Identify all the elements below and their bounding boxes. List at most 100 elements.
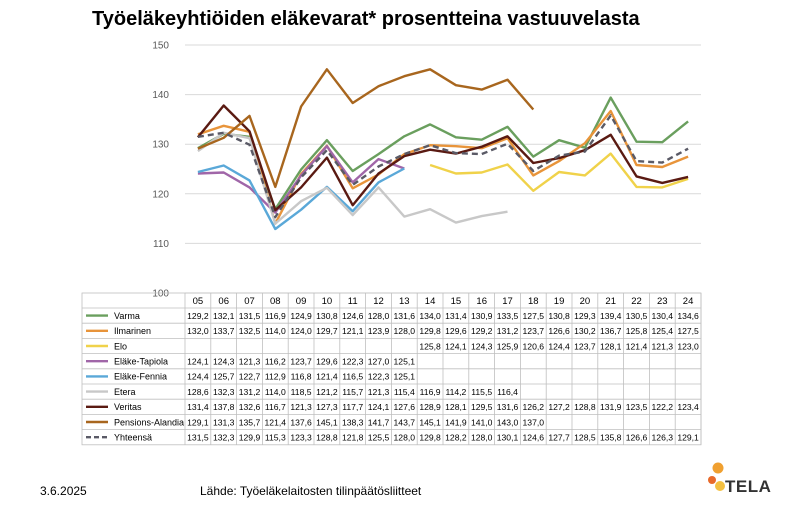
data-label: 124,4 <box>187 372 209 382</box>
logo-dot-yellow-icon <box>715 481 725 491</box>
data-label: 125,7 <box>213 372 235 382</box>
legend-label: Elo <box>114 341 127 351</box>
data-label: 129,2 <box>187 311 209 321</box>
data-label: 137,0 <box>523 417 545 427</box>
data-label: 129,8 <box>419 433 441 443</box>
data-label: 129,8 <box>419 326 441 336</box>
data-label: 143,0 <box>497 417 519 427</box>
data-label: 130,8 <box>316 311 338 321</box>
data-label: 130,5 <box>626 311 648 321</box>
data-label: 123,7 <box>574 341 596 351</box>
data-label: 115,5 <box>471 387 492 397</box>
data-label: 114,2 <box>445 387 466 397</box>
x-tick-label: 14 <box>425 296 436 307</box>
data-label: 138,3 <box>342 417 364 427</box>
data-label: 116,4 <box>497 387 518 397</box>
data-label: 128,1 <box>445 402 467 412</box>
data-label: 126,6 <box>548 326 570 336</box>
legend-label: Pensions-Alandia <box>114 417 184 427</box>
data-label: 139,4 <box>600 311 622 321</box>
data-label: 121,8 <box>342 433 364 443</box>
data-label: 127,7 <box>548 433 570 443</box>
x-tick-label: 20 <box>580 296 591 307</box>
data-label: 128,8 <box>574 402 596 412</box>
data-label: 116,8 <box>291 372 312 382</box>
x-tick-label: 15 <box>451 296 462 307</box>
data-label: 131,6 <box>497 402 519 412</box>
data-label: 114,0 <box>265 326 286 336</box>
x-tick-label: 11 <box>348 296 358 307</box>
x-tick-label: 23 <box>657 296 668 307</box>
footer-source: Lähde: Työeläkelaitosten tilinpäätösliit… <box>200 484 422 498</box>
data-label: 128,0 <box>394 326 416 336</box>
series-line-ilmarinen <box>197 109 689 225</box>
data-label: 125,9 <box>497 341 519 351</box>
data-label: 132,1 <box>213 311 235 321</box>
data-label: 125,8 <box>419 341 441 351</box>
data-label: 134,0 <box>419 311 441 321</box>
data-label: 116,2 <box>265 357 286 367</box>
x-tick-label: 08 <box>270 296 281 307</box>
data-label: 127,2 <box>548 402 570 412</box>
data-label: 121,4 <box>265 417 287 427</box>
data-label: 132,0 <box>187 326 209 336</box>
data-label: 126,2 <box>523 402 545 412</box>
data-label: 123,9 <box>368 326 390 336</box>
x-tick-label: 16 <box>476 296 487 307</box>
data-label: 135,8 <box>600 433 622 443</box>
data-label: 116,9 <box>420 387 441 397</box>
legend-label: Yhteensä <box>114 433 152 443</box>
data-label: 125,5 <box>368 433 390 443</box>
data-label: 125,1 <box>394 357 416 367</box>
data-label: 125,4 <box>652 326 674 336</box>
data-label: 130,1 <box>497 433 519 443</box>
x-tick-label: 06 <box>218 296 229 307</box>
data-label: 132,3 <box>213 433 235 443</box>
data-label: 128,2 <box>445 433 467 443</box>
data-label: 115,3 <box>265 433 286 443</box>
data-label: 126,3 <box>652 433 674 443</box>
data-label: 137,6 <box>290 417 312 427</box>
data-label: 124,4 <box>548 341 570 351</box>
logo-dot-orange-icon <box>712 462 724 474</box>
data-label: 122,2 <box>652 402 674 412</box>
data-label: 121,4 <box>316 372 338 382</box>
data-label: 112,9 <box>265 372 286 382</box>
data-label: 126,6 <box>626 433 648 443</box>
data-label: 124,0 <box>290 326 312 336</box>
data-label: 124,1 <box>187 357 209 367</box>
tela-logo <box>708 462 725 491</box>
series-line-el-ke-fennia <box>197 164 405 231</box>
data-label: 130,9 <box>471 311 493 321</box>
data-label: 123,0 <box>677 341 699 351</box>
data-label: 127,6 <box>394 402 416 412</box>
data-label: 120,6 <box>523 341 545 351</box>
data-label: 132,3 <box>213 387 235 397</box>
x-tick-label: 19 <box>554 296 565 307</box>
data-label: 131,4 <box>445 311 467 321</box>
series-line-etera <box>197 131 508 225</box>
logo-dot-red-icon <box>708 476 716 484</box>
data-label: 131,5 <box>239 311 261 321</box>
legend-label: Eläke-Fennia <box>114 372 167 382</box>
series-line-veritas <box>196 104 689 212</box>
data-label: 141,7 <box>368 417 390 427</box>
data-label: 132,6 <box>239 402 261 412</box>
y-tick-label: 140 <box>152 90 169 101</box>
legend-label: Veritas <box>114 402 142 412</box>
data-label: 127,5 <box>677 326 699 336</box>
data-label: 124,6 <box>523 433 545 443</box>
data-label: 129,6 <box>316 357 338 367</box>
data-label: 123,7 <box>523 326 545 336</box>
data-label: 128,5 <box>574 433 596 443</box>
series-line-pensions-alandia <box>197 68 535 189</box>
data-label: 131,6 <box>394 311 416 321</box>
data-label: 117,7 <box>342 402 363 412</box>
data-label: 115,7 <box>342 387 363 397</box>
data-label: 124,1 <box>368 402 390 412</box>
data-label: 131,2 <box>497 326 519 336</box>
data-label: 131,3 <box>213 417 235 427</box>
data-label: 131,4 <box>187 402 209 412</box>
data-label: 129,1 <box>187 417 209 427</box>
